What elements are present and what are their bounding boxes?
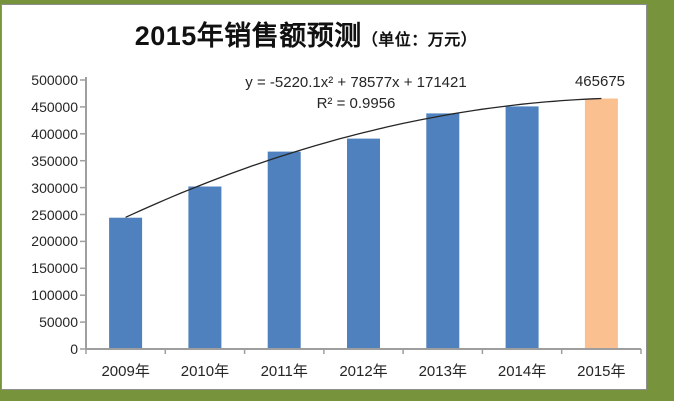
bar <box>109 217 143 349</box>
trendline-annotation: y = -5220.1x² + 78577x + 171421 R² = 0.9… <box>245 72 466 114</box>
y-tick-label: 500000 <box>31 72 78 88</box>
x-tick-label: 2012年 <box>339 363 388 380</box>
y-tick-label: 300000 <box>31 179 78 196</box>
x-tick-label: 2013年 <box>418 363 467 380</box>
data-label-2015: 465675 <box>574 73 626 90</box>
y-tick-label: 350000 <box>31 152 78 169</box>
y-tick-label: 0 <box>70 341 78 357</box>
y-tick-label: 450000 <box>31 98 78 115</box>
chart-title: 2015年销售额预测（单位：万元） <box>135 14 478 53</box>
y-tick-label: 100000 <box>31 287 78 304</box>
x-tick-label: 2011年 <box>260 363 308 380</box>
y-tick-label: 150000 <box>31 260 78 277</box>
bar <box>267 151 301 349</box>
y-tick-label: 50000 <box>39 314 78 331</box>
bar <box>426 113 460 350</box>
x-tick-label: 2014年 <box>497 363 547 380</box>
trendline <box>125 97 602 218</box>
chart-title-main: 2015年销售额预测 <box>134 21 362 51</box>
x-tick-label: 2010年 <box>180 363 230 380</box>
bar <box>347 138 380 349</box>
trendline-r-squared: R² = 0.9956 <box>316 95 396 112</box>
y-tick-label: 250000 <box>31 206 78 223</box>
x-tick-label: 2009年 <box>101 363 150 380</box>
bar <box>188 186 222 349</box>
x-tick-label: 2015年 <box>577 363 626 380</box>
y-tick-label: 200000 <box>31 233 78 250</box>
bar <box>505 106 539 350</box>
bar-forecast <box>584 98 618 349</box>
chart-area <box>1 4 647 390</box>
y-tick-label: 400000 <box>31 125 78 142</box>
chart-title-unit: （单位：万元） <box>361 32 478 49</box>
trendline-equation: y = -5220.1x² + 78577x + 171421 <box>245 74 467 91</box>
